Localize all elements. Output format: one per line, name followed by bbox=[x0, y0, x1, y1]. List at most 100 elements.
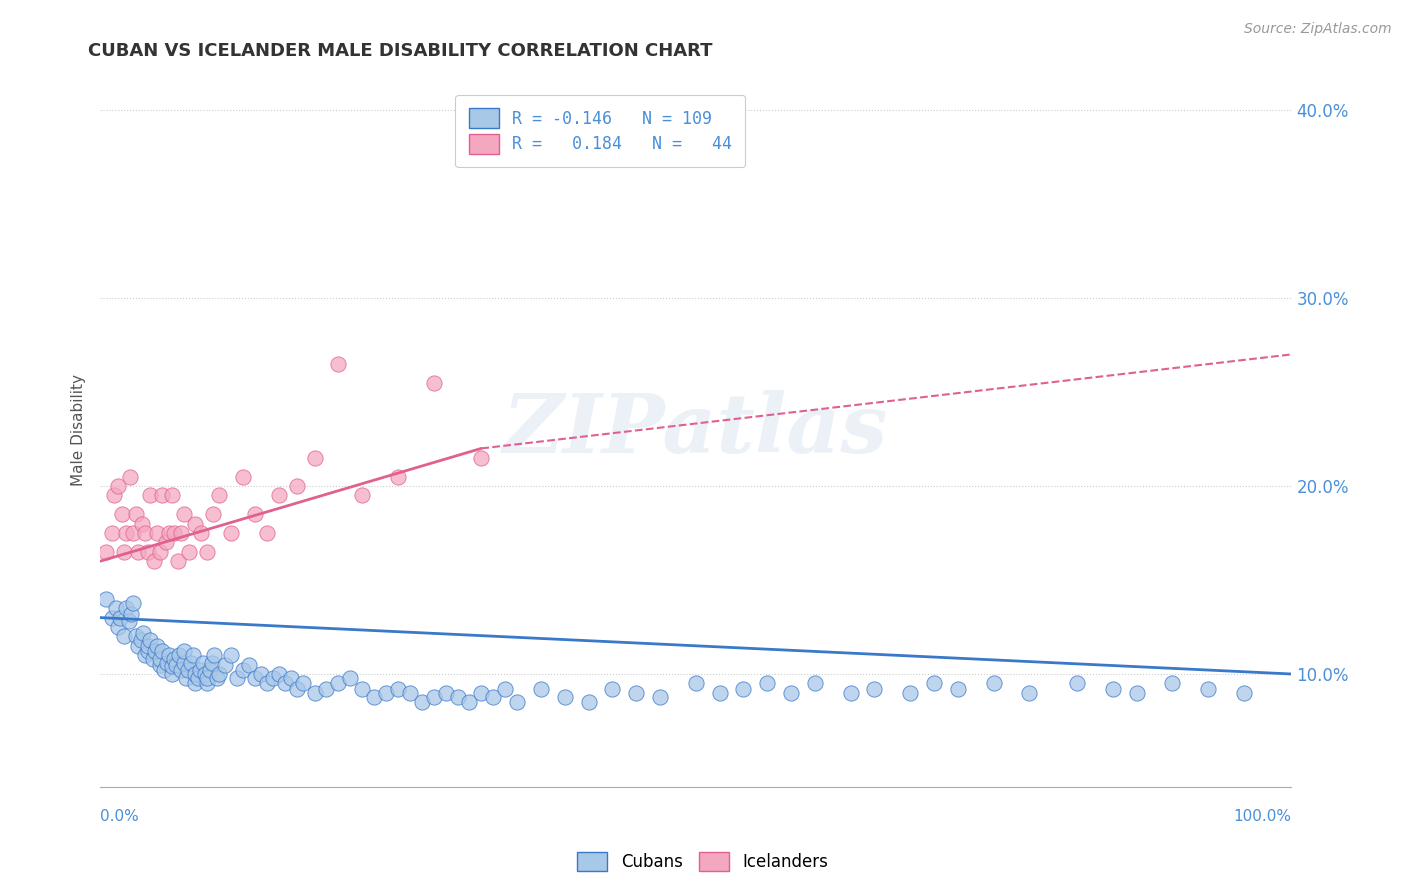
Point bbox=[118, 615, 141, 629]
Point bbox=[315, 681, 337, 696]
Point bbox=[208, 488, 231, 502]
Point bbox=[156, 656, 179, 670]
Point bbox=[226, 671, 249, 685]
Point bbox=[146, 526, 169, 541]
Point bbox=[163, 526, 186, 541]
Point bbox=[506, 695, 529, 709]
Point bbox=[174, 671, 197, 685]
Legend: R = -0.146   N = 109, R =   0.184   N =   44: R = -0.146 N = 109, R = 0.184 N = 44 bbox=[456, 95, 745, 167]
Point bbox=[328, 357, 350, 371]
Point bbox=[141, 652, 163, 666]
Point bbox=[146, 639, 169, 653]
Point bbox=[184, 667, 207, 681]
Point bbox=[127, 545, 149, 559]
Point bbox=[149, 657, 172, 672]
Point bbox=[285, 479, 308, 493]
Point bbox=[446, 690, 468, 704]
Point bbox=[112, 545, 135, 559]
Point bbox=[214, 657, 236, 672]
Point bbox=[166, 554, 188, 568]
Point bbox=[132, 625, 155, 640]
Point bbox=[709, 686, 731, 700]
Point bbox=[173, 507, 195, 521]
Point bbox=[648, 690, 671, 704]
Point bbox=[195, 671, 218, 685]
Point bbox=[188, 663, 211, 677]
Point bbox=[328, 676, 350, 690]
Point bbox=[157, 526, 180, 541]
Point bbox=[115, 526, 138, 541]
Point bbox=[232, 469, 254, 483]
Point bbox=[160, 659, 183, 673]
Point bbox=[1233, 686, 1256, 700]
Point bbox=[180, 656, 202, 670]
Point bbox=[243, 671, 266, 685]
Point bbox=[422, 690, 444, 704]
Point bbox=[202, 507, 225, 521]
Text: 0.0%: 0.0% bbox=[100, 809, 139, 824]
Point bbox=[167, 648, 190, 663]
Point bbox=[280, 671, 302, 685]
Point bbox=[422, 376, 444, 390]
Point bbox=[125, 507, 148, 521]
Point bbox=[127, 639, 149, 653]
Point bbox=[470, 450, 492, 465]
Point bbox=[304, 686, 326, 700]
Point bbox=[125, 629, 148, 643]
Point bbox=[110, 610, 132, 624]
Point bbox=[104, 601, 127, 615]
Point bbox=[177, 663, 200, 677]
Point bbox=[195, 545, 218, 559]
Text: ZIPatlas: ZIPatlas bbox=[503, 390, 889, 469]
Point bbox=[291, 676, 314, 690]
Point bbox=[482, 690, 505, 704]
Point bbox=[1066, 676, 1088, 690]
Point bbox=[112, 629, 135, 643]
Point bbox=[150, 488, 173, 502]
Point bbox=[578, 695, 600, 709]
Point bbox=[339, 671, 361, 685]
Point bbox=[274, 676, 297, 690]
Point bbox=[198, 663, 221, 677]
Point bbox=[219, 526, 242, 541]
Point bbox=[131, 516, 153, 531]
Point bbox=[101, 526, 124, 541]
Point bbox=[122, 596, 145, 610]
Point bbox=[118, 469, 141, 483]
Point bbox=[139, 488, 162, 502]
Point bbox=[149, 545, 172, 559]
Point bbox=[150, 644, 173, 658]
Point bbox=[399, 686, 422, 700]
Point bbox=[238, 657, 260, 672]
Point bbox=[155, 535, 177, 549]
Point bbox=[143, 644, 166, 658]
Point bbox=[157, 648, 180, 663]
Point bbox=[602, 681, 624, 696]
Point bbox=[387, 469, 409, 483]
Point bbox=[110, 507, 132, 521]
Point bbox=[165, 657, 187, 672]
Point bbox=[363, 690, 385, 704]
Point bbox=[470, 686, 492, 700]
Point bbox=[134, 526, 156, 541]
Point bbox=[756, 676, 779, 690]
Point bbox=[153, 663, 176, 677]
Y-axis label: Male Disability: Male Disability bbox=[72, 374, 86, 485]
Point bbox=[94, 591, 117, 606]
Point bbox=[256, 526, 278, 541]
Point bbox=[201, 656, 224, 670]
Point bbox=[136, 639, 159, 653]
Point bbox=[204, 648, 226, 663]
Point bbox=[387, 681, 409, 696]
Point bbox=[173, 644, 195, 658]
Point bbox=[190, 526, 212, 541]
Point bbox=[191, 656, 214, 670]
Point bbox=[134, 648, 156, 663]
Point bbox=[107, 479, 129, 493]
Point bbox=[219, 648, 242, 663]
Text: 100.0%: 100.0% bbox=[1233, 809, 1292, 824]
Point bbox=[163, 652, 186, 666]
Point bbox=[187, 671, 209, 685]
Point bbox=[983, 676, 1005, 690]
Point bbox=[839, 686, 862, 700]
